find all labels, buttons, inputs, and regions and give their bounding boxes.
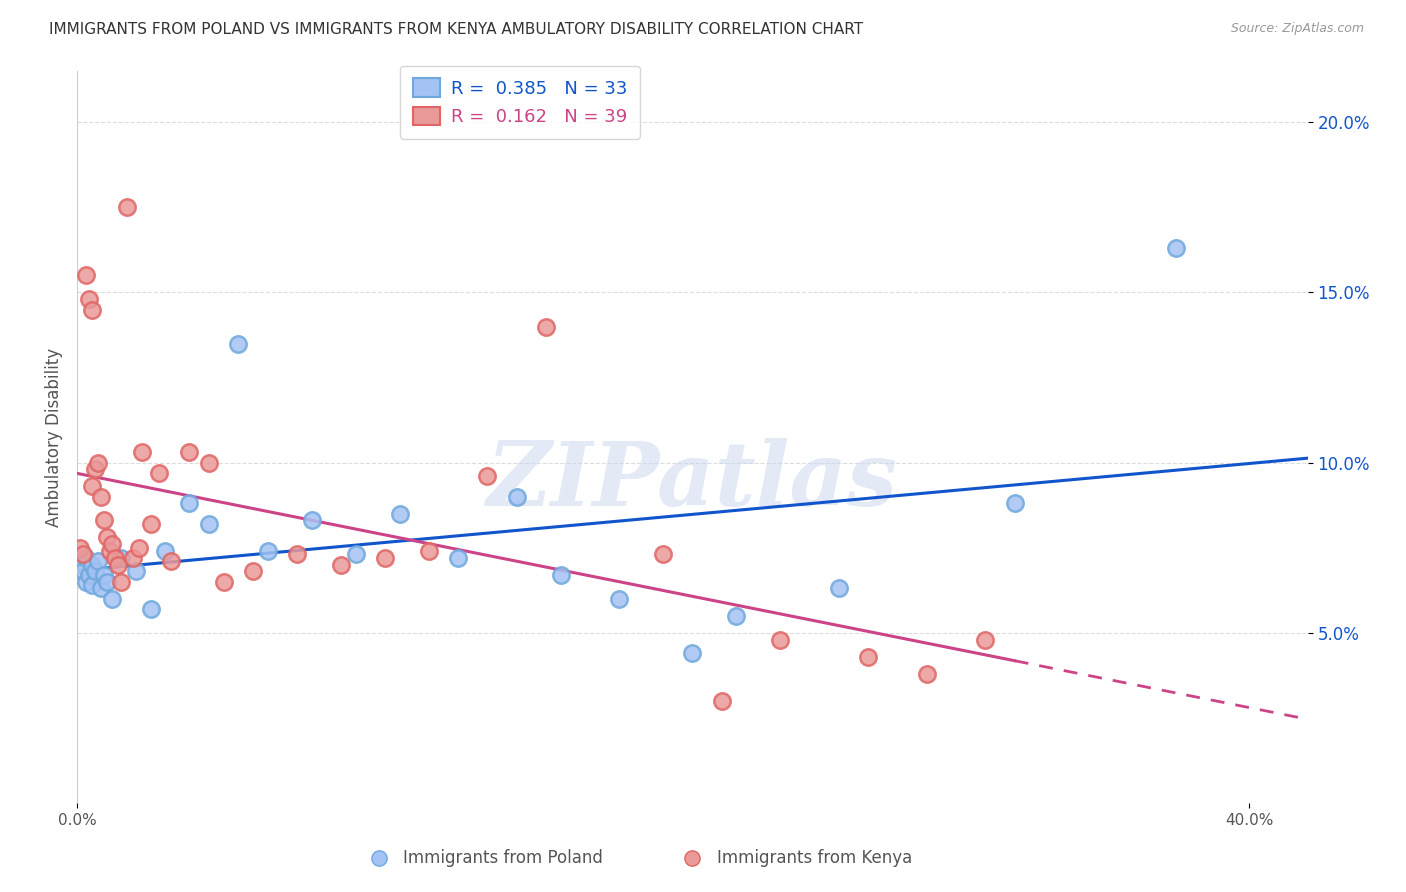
Point bbox=[69, 541, 91, 555]
Point bbox=[388, 507, 411, 521]
Point bbox=[177, 445, 200, 459]
Point bbox=[344, 548, 367, 562]
Point bbox=[80, 558, 103, 572]
Point bbox=[285, 548, 308, 562]
Point bbox=[534, 319, 557, 334]
Point bbox=[301, 513, 323, 527]
Point bbox=[652, 548, 675, 562]
Point bbox=[80, 302, 103, 317]
Point bbox=[72, 548, 94, 562]
Point bbox=[98, 544, 121, 558]
Point bbox=[125, 565, 148, 579]
Point bbox=[139, 516, 162, 531]
Point bbox=[77, 293, 100, 307]
Point bbox=[77, 567, 100, 582]
Point bbox=[198, 516, 221, 531]
Point bbox=[72, 565, 94, 579]
Point bbox=[128, 541, 150, 555]
Point bbox=[84, 462, 107, 476]
Point bbox=[198, 456, 221, 470]
Text: Immigrants from Kenya: Immigrants from Kenya bbox=[717, 848, 912, 867]
Point bbox=[915, 666, 938, 681]
Point bbox=[75, 574, 97, 589]
Point bbox=[418, 544, 440, 558]
Point bbox=[329, 558, 352, 572]
Point bbox=[177, 496, 200, 510]
Point bbox=[974, 632, 997, 647]
Point bbox=[69, 558, 91, 572]
Point bbox=[110, 550, 132, 565]
Point bbox=[153, 544, 177, 558]
Point bbox=[90, 490, 112, 504]
Point bbox=[828, 582, 851, 596]
Text: Immigrants from Poland: Immigrants from Poland bbox=[404, 848, 603, 867]
Point bbox=[93, 567, 115, 582]
Legend: R =  0.385   N = 33, R =  0.162   N = 39: R = 0.385 N = 33, R = 0.162 N = 39 bbox=[401, 66, 640, 139]
Point bbox=[725, 608, 748, 623]
Point bbox=[90, 582, 112, 596]
Point bbox=[858, 649, 880, 664]
Point bbox=[84, 565, 107, 579]
Point bbox=[477, 469, 499, 483]
Point bbox=[93, 513, 115, 527]
Point bbox=[506, 490, 529, 504]
Point bbox=[101, 591, 124, 606]
Point bbox=[148, 466, 170, 480]
Point bbox=[87, 554, 110, 568]
Point bbox=[107, 558, 129, 572]
Point bbox=[115, 201, 138, 215]
Point bbox=[607, 591, 630, 606]
Text: IMMIGRANTS FROM POLAND VS IMMIGRANTS FROM KENYA AMBULATORY DISABILITY CORRELATIO: IMMIGRANTS FROM POLAND VS IMMIGRANTS FRO… bbox=[49, 22, 863, 37]
Point bbox=[212, 574, 235, 589]
Point bbox=[122, 550, 145, 565]
Point bbox=[80, 578, 103, 592]
Point bbox=[160, 554, 183, 568]
Y-axis label: Ambulatory Disability: Ambulatory Disability bbox=[45, 348, 63, 526]
Text: ZIPatlas: ZIPatlas bbox=[486, 438, 898, 524]
Point bbox=[101, 537, 124, 551]
Point bbox=[550, 567, 572, 582]
Point bbox=[256, 544, 278, 558]
Point bbox=[104, 550, 127, 565]
Point bbox=[242, 565, 264, 579]
Point bbox=[769, 632, 792, 647]
Point bbox=[139, 602, 162, 616]
Point bbox=[96, 531, 118, 545]
Point bbox=[1004, 496, 1026, 510]
Point bbox=[87, 456, 110, 470]
Point bbox=[80, 479, 103, 493]
Point bbox=[374, 550, 396, 565]
Point bbox=[1164, 241, 1187, 255]
Point bbox=[228, 336, 250, 351]
Point bbox=[131, 445, 153, 459]
Text: Source: ZipAtlas.com: Source: ZipAtlas.com bbox=[1230, 22, 1364, 36]
Point bbox=[75, 268, 97, 283]
Point bbox=[96, 574, 118, 589]
Point bbox=[710, 694, 733, 708]
Point bbox=[110, 574, 132, 589]
Point bbox=[682, 646, 704, 660]
Point bbox=[447, 550, 470, 565]
Point bbox=[75, 550, 97, 565]
